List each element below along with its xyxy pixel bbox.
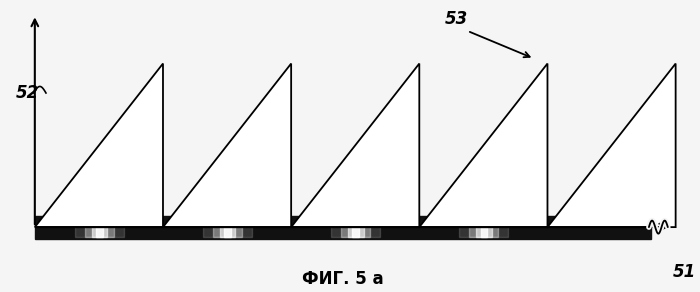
Bar: [342, 217, 370, 237]
Bar: [75, 217, 124, 237]
Bar: [476, 217, 491, 237]
Bar: [470, 217, 498, 237]
Bar: [331, 217, 380, 237]
Bar: [203, 217, 252, 237]
Bar: [459, 217, 508, 237]
Bar: [224, 217, 231, 237]
Bar: [220, 217, 235, 237]
Bar: [348, 217, 363, 237]
Bar: [481, 217, 487, 237]
Polygon shape: [35, 64, 163, 227]
Bar: [96, 217, 103, 237]
Bar: [352, 217, 359, 237]
Text: 53: 53: [444, 10, 468, 27]
Text: ФИГ. 5 а: ФИГ. 5 а: [302, 270, 384, 288]
Bar: [85, 217, 114, 237]
Bar: [92, 217, 107, 237]
Polygon shape: [163, 64, 291, 227]
Bar: [35, 216, 651, 239]
Text: 51: 51: [673, 263, 696, 281]
Text: 52: 52: [16, 84, 39, 102]
Polygon shape: [291, 64, 419, 227]
Polygon shape: [419, 64, 547, 227]
Polygon shape: [547, 64, 676, 227]
Bar: [213, 217, 242, 237]
